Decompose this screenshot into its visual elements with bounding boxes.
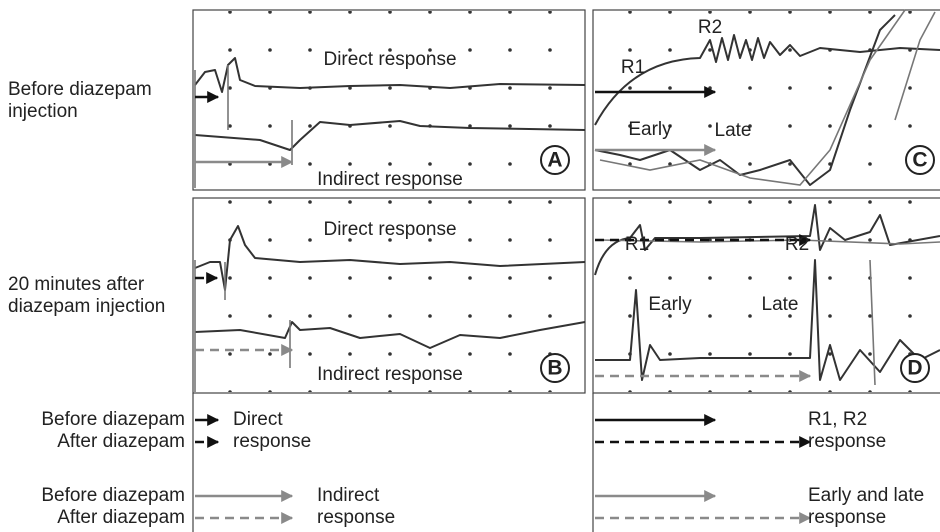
panel-d: R1 R2 Early Late D bbox=[593, 198, 940, 393]
row-label: diazepam injection bbox=[8, 296, 165, 317]
panel-b: Direct response Indirect response B bbox=[193, 198, 585, 393]
panel-text: Direct response bbox=[323, 219, 456, 240]
figure: Before diazepam injection 20 minutes aft… bbox=[0, 0, 940, 532]
row-label: 20 minutes after bbox=[8, 274, 145, 295]
panel-a: Direct response Indirect response A bbox=[193, 10, 585, 190]
row-label: Before diazepam bbox=[8, 79, 152, 100]
legend-condition: Before diazepam bbox=[41, 485, 185, 506]
panel-letter: C bbox=[912, 149, 927, 172]
legend-text: Direct bbox=[233, 409, 283, 430]
panel-text: R1 bbox=[621, 57, 645, 78]
legend-condition: After diazepam bbox=[57, 431, 185, 452]
panel-letter: A bbox=[547, 149, 562, 172]
legend-text: response bbox=[808, 507, 886, 528]
row-label: injection bbox=[8, 101, 78, 122]
panel-text: Indirect response bbox=[317, 169, 463, 190]
legend-text: Indirect bbox=[317, 485, 380, 506]
panel-text: Indirect response bbox=[317, 364, 463, 385]
panel-text: Early bbox=[628, 119, 672, 140]
legend-text: response bbox=[808, 431, 886, 452]
panel-c: R1 R2 Early Late C bbox=[593, 10, 940, 190]
legend-text: response bbox=[233, 431, 311, 452]
panel-text: Early bbox=[648, 294, 692, 315]
panel-letter: B bbox=[547, 357, 562, 380]
panel-letter: D bbox=[907, 357, 922, 380]
panel-text: Late bbox=[715, 120, 752, 141]
panel-text: R1 bbox=[625, 234, 649, 255]
legend-condition: Before diazepam bbox=[41, 409, 185, 430]
panel-text: Late bbox=[762, 294, 799, 315]
legend-text: Early and late bbox=[808, 485, 924, 506]
panel-text: R2 bbox=[785, 234, 809, 255]
legend-text: R1, R2 bbox=[808, 409, 867, 430]
legend-text: response bbox=[317, 507, 395, 528]
panel-text: Direct response bbox=[323, 49, 456, 70]
legend-condition: After diazepam bbox=[57, 507, 185, 528]
legend: Before diazepam After diazepam Before di… bbox=[41, 393, 924, 532]
panel-text: R2 bbox=[698, 17, 722, 38]
